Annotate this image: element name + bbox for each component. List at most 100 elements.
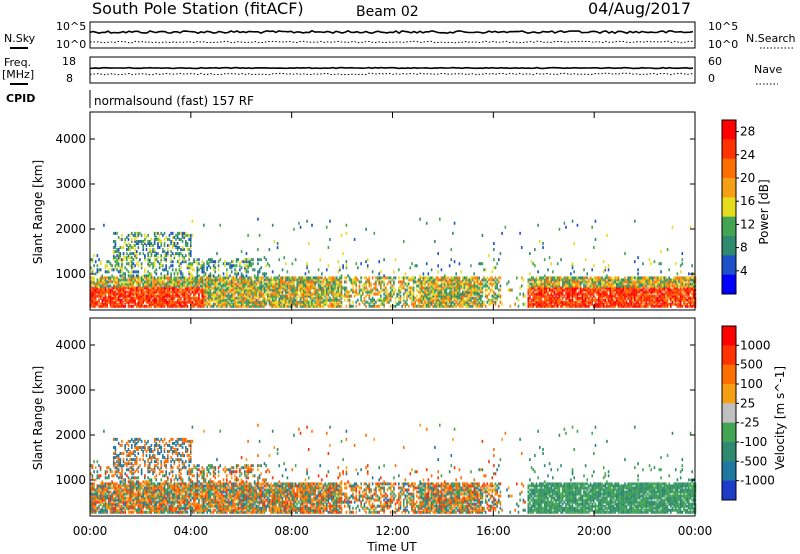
power-cell <box>463 284 466 288</box>
power-cell <box>596 278 598 282</box>
power-cell <box>185 276 187 280</box>
power-cell <box>404 302 407 306</box>
power-cell <box>322 286 325 290</box>
power-cell <box>324 302 326 306</box>
power-cell <box>470 276 472 280</box>
power-cell <box>247 292 249 296</box>
power-cell <box>575 292 577 296</box>
power-cell <box>365 282 367 286</box>
power-cell <box>419 288 421 292</box>
power-cell <box>542 282 544 286</box>
power-cell <box>294 304 297 308</box>
power-cell <box>571 280 574 284</box>
power-cell <box>334 300 336 304</box>
power-cell <box>206 278 208 282</box>
power-cell <box>152 264 154 268</box>
power-cell <box>645 278 648 282</box>
power-cell <box>581 288 584 292</box>
power-cell <box>389 280 392 284</box>
power-cell <box>432 278 435 282</box>
power-cell <box>121 278 123 282</box>
power-cell <box>668 278 671 282</box>
power-cell <box>679 302 682 306</box>
power-cell <box>552 278 554 282</box>
power-cell <box>643 298 646 302</box>
power-cell <box>622 292 625 296</box>
power-cell <box>173 286 176 290</box>
power-cell <box>189 262 192 266</box>
power-cell <box>522 292 525 296</box>
power-cell <box>335 302 338 306</box>
power-cell <box>573 286 575 290</box>
power-cell <box>212 288 215 292</box>
power-cell <box>325 302 328 306</box>
power-cell <box>447 280 449 284</box>
power-cell <box>435 304 438 308</box>
power-cell <box>183 235 185 239</box>
power-cell <box>453 278 456 282</box>
power-cell <box>117 280 120 284</box>
power-cell <box>327 290 330 294</box>
power-cell <box>686 286 689 290</box>
power-cell <box>157 237 159 241</box>
power-cell <box>473 302 476 306</box>
power-cell <box>416 284 418 288</box>
power-cell <box>165 302 167 306</box>
power-cell <box>686 290 689 294</box>
power-cell <box>167 286 169 290</box>
power-cell <box>681 294 684 298</box>
power-cell <box>203 298 205 302</box>
power-cell <box>435 280 438 284</box>
power-cell <box>584 300 587 304</box>
power-cell <box>178 268 181 272</box>
nsearch-trace <box>90 40 694 44</box>
power-cell <box>561 296 564 300</box>
power-cell <box>584 276 587 280</box>
power-cell <box>130 274 133 278</box>
power-cell <box>661 282 664 286</box>
power-cell <box>188 278 190 282</box>
power-cell <box>527 280 530 284</box>
power-cell <box>212 280 215 284</box>
power-cell <box>604 300 607 304</box>
power-cell <box>96 282 99 286</box>
power-cell <box>460 302 462 306</box>
power-cell <box>284 262 287 266</box>
power-cell <box>386 276 389 280</box>
power-cell <box>325 288 328 292</box>
power-cell <box>453 290 456 294</box>
power-cell <box>614 294 616 298</box>
power-cell <box>432 288 435 292</box>
power-cell <box>491 294 494 298</box>
power-cell <box>578 298 580 302</box>
power-cell <box>583 276 585 280</box>
power-cell <box>260 292 263 296</box>
power-cell <box>596 302 598 306</box>
power-cell <box>153 241 156 245</box>
power-cell <box>571 300 574 304</box>
power-cell <box>255 298 258 302</box>
power-cell <box>553 292 556 296</box>
power-cell <box>448 286 451 290</box>
power-cell <box>655 278 657 282</box>
power-cell <box>650 298 652 302</box>
power-cell <box>96 280 99 284</box>
power-cell <box>532 298 535 302</box>
power-cell <box>181 248 184 252</box>
power-cell <box>601 290 603 294</box>
power-cell <box>458 288 461 292</box>
power-cell <box>558 300 561 304</box>
power-cell <box>481 282 484 286</box>
power-cell <box>158 278 161 282</box>
power-cell <box>429 292 431 296</box>
power-cell <box>593 288 595 292</box>
power-cell <box>132 300 135 304</box>
power-cell <box>650 292 652 296</box>
power-cell <box>552 276 554 280</box>
power-cell <box>189 241 192 245</box>
power-cell <box>448 304 451 308</box>
power-cell <box>597 288 600 292</box>
power-cell <box>319 276 321 280</box>
power-cell <box>155 290 158 294</box>
power-cell <box>160 264 163 268</box>
